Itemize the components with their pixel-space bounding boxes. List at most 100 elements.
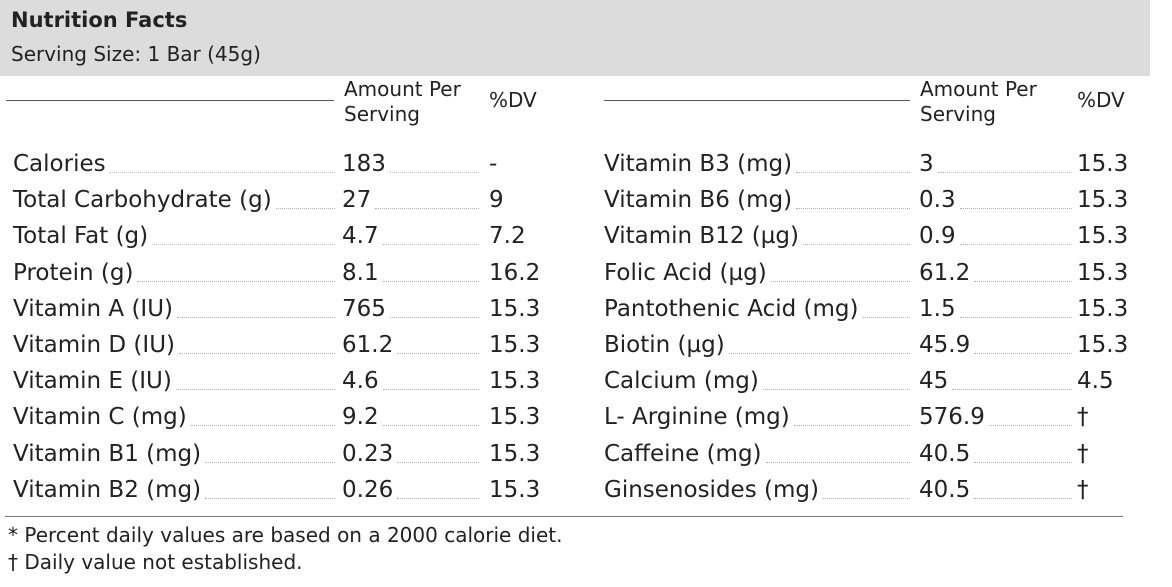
nutrient-amount: 45 xyxy=(919,363,953,400)
table-row: Vitamin B3 (mg) 3 15.3 xyxy=(604,146,1144,182)
nutrient-name: Ginsenosides (mg) xyxy=(604,471,823,508)
nutrient-dv: 15.3 xyxy=(1077,182,1133,219)
nutrient-name: Calcium (mg) xyxy=(604,363,763,400)
nutrition-header: Nutrition Facts Serving Size: 1 Bar (45g… xyxy=(0,0,1150,76)
dotted-leader xyxy=(765,461,910,463)
nutrient-dv-cell: 15.3 xyxy=(1077,182,1144,219)
nutrient-name: Total Fat (g) xyxy=(13,218,153,255)
nutrient-amount-cell: 0.9 xyxy=(919,218,1072,255)
nutrient-dv-cell: 15.3 xyxy=(489,290,553,327)
nutrient-amount-cell: 45 xyxy=(919,363,1072,400)
dotted-leader xyxy=(862,316,910,318)
table-row: Vitamin B12 (µg) 0.9 15.3 xyxy=(604,218,1144,255)
nutrient-amount-cell: 0.23 xyxy=(342,435,479,472)
table-row: Vitamin E (IU) 4.6 15.3 xyxy=(13,363,553,400)
nutrient-name-cell: Calories xyxy=(13,146,335,182)
nutrient-amount: 40.5 xyxy=(919,471,975,508)
nutrient-name-cell: Calcium (mg) xyxy=(604,363,910,400)
table-row: Total Fat (g) 4.7 7.2 xyxy=(13,218,553,255)
nutrient-name: Calories xyxy=(13,146,110,182)
nutrient-amount-cell: 183 xyxy=(342,146,479,182)
dotted-leader xyxy=(382,425,479,427)
dotted-leader xyxy=(382,280,479,282)
dotted-leader xyxy=(762,389,910,391)
nutrient-amount-cell: 45.9 xyxy=(919,327,1072,363)
dotted-leader xyxy=(389,172,479,173)
nutrient-name: Protein (g) xyxy=(13,254,138,291)
nutrient-dv: 15.3 xyxy=(1077,254,1133,291)
dotted-leader xyxy=(397,461,479,463)
nutrient-amount-cell: 1.5 xyxy=(919,290,1072,327)
nutrient-amount-cell: 27 xyxy=(342,182,479,219)
nutrient-amount-cell: 765 xyxy=(342,290,479,327)
dotted-leader xyxy=(190,425,335,427)
nutrient-dv-cell: 15.3 xyxy=(1077,218,1144,255)
table-row: Calcium (mg) 45 4.5 xyxy=(604,363,1144,400)
dotted-leader xyxy=(177,316,335,318)
nutrient-name: Vitamin A (IU) xyxy=(13,290,178,327)
nutrient-name: Vitamin D (IU) xyxy=(13,327,179,363)
nutrient-name-cell: Vitamin B2 (mg) xyxy=(13,471,335,508)
table-row: Pantothenic Acid (mg) 1.5 15.3 xyxy=(604,290,1144,327)
nutrient-name: Vitamin B2 (mg) xyxy=(13,471,206,508)
nutrient-name: Vitamin B1 (mg) xyxy=(13,435,206,472)
nutrient-dv: 9 xyxy=(489,182,508,219)
table-row: Folic Acid (µg) 61.2 15.3 xyxy=(604,254,1144,291)
nutrient-name-cell: L- Arginine (mg) xyxy=(604,399,910,436)
nutrient-dv-cell: 15.3 xyxy=(489,399,553,436)
nutrient-name-cell: Biotin (µg) xyxy=(604,327,910,363)
nutrient-name: Biotin (µg) xyxy=(604,327,729,363)
dotted-leader xyxy=(397,353,479,354)
footnote-dagger: † Daily value not established. xyxy=(8,550,303,574)
nutrient-dv: 16.2 xyxy=(489,254,545,291)
left-amount-header: Amount Per Serving xyxy=(344,77,461,127)
nutrient-dv-cell: 15.3 xyxy=(489,363,553,400)
serving-size: Serving Size: 1 Bar (45g) xyxy=(11,42,261,66)
nutrient-dv-cell: 4.5 xyxy=(1077,363,1144,400)
dotted-leader xyxy=(802,244,910,246)
dotted-leader xyxy=(205,461,335,463)
amount-header-line1: Amount Per xyxy=(920,77,1037,101)
nutrient-amount-cell: 9.2 xyxy=(342,399,479,436)
dotted-leader xyxy=(179,353,335,354)
nutrient-dv-cell: 15.3 xyxy=(1077,327,1144,363)
nutrient-name-cell: Vitamin B6 (mg) xyxy=(604,182,910,219)
right-header-rule xyxy=(604,100,910,101)
nutrient-dv: 15.3 xyxy=(489,363,545,400)
nutrient-name-cell: Ginsenosides (mg) xyxy=(604,471,910,508)
table-row: Protein (g) 8.1 16.2 xyxy=(13,254,553,291)
right-dv-header: %DV xyxy=(1077,88,1125,112)
nutrient-name-cell: Protein (g) xyxy=(13,254,335,291)
nutrient-amount: 61.2 xyxy=(342,327,398,363)
nutrient-dv-cell: - xyxy=(489,146,553,182)
table-row: Vitamin B1 (mg) 0.23 15.3 xyxy=(13,435,553,472)
table-row: Total Carbohydrate (g) 27 9 xyxy=(13,182,553,219)
nutrient-amount-cell: 8.1 xyxy=(342,254,479,291)
nutrient-amount: 0.3 xyxy=(919,182,960,219)
dotted-leader xyxy=(770,280,910,282)
nutrient-amount: 9.2 xyxy=(342,399,383,436)
dotted-leader xyxy=(974,497,1072,499)
dotted-leader xyxy=(974,461,1072,463)
nutrient-amount: 8.1 xyxy=(342,254,383,291)
footer-rule xyxy=(5,516,1123,517)
nutrient-dv-cell: 15.3 xyxy=(489,435,553,472)
nutrient-name-cell: Vitamin B1 (mg) xyxy=(13,435,335,472)
nutrient-dv: † xyxy=(1077,399,1093,436)
nutrient-amount-cell: 3 xyxy=(919,146,1072,182)
nutrient-amount: 3 xyxy=(919,146,938,182)
table-row: Caffeine (mg) 40.5 † xyxy=(604,435,1144,472)
nutrient-amount: 1.5 xyxy=(919,290,960,327)
page-title: Nutrition Facts xyxy=(11,8,188,32)
table-row: Vitamin B6 (mg) 0.3 15.3 xyxy=(604,182,1144,219)
table-row: Vitamin B2 (mg) 0.26 15.3 xyxy=(13,471,553,508)
dotted-leader xyxy=(205,497,335,499)
nutrient-amount-cell: 0.3 xyxy=(919,182,1072,219)
dotted-leader xyxy=(822,497,910,499)
nutrient-name-cell: Total Fat (g) xyxy=(13,218,335,255)
nutrient-amount-cell: 40.5 xyxy=(919,471,1072,508)
nutrient-dv-cell: 15.3 xyxy=(1077,290,1144,327)
dotted-leader xyxy=(175,389,335,391)
dotted-leader xyxy=(937,172,1072,173)
nutrient-name-cell: Total Carbohydrate (g) xyxy=(13,182,335,219)
